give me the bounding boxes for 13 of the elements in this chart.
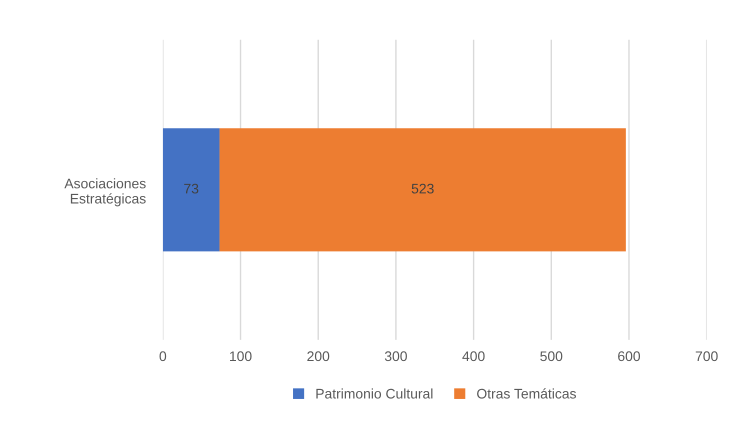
- x-tick-label: 100: [230, 351, 252, 362]
- data-label: 73: [184, 184, 198, 194]
- legend-label: Otras Temáticas: [477, 388, 576, 399]
- x-tick-label: 600: [618, 351, 640, 362]
- x-tick-label: 500: [540, 351, 562, 362]
- x-tick-label: 200: [307, 351, 330, 362]
- x-tick-label: 300: [384, 351, 407, 362]
- legend-label: Patrimonio Cultural: [316, 388, 432, 399]
- data-label: 523: [412, 184, 434, 194]
- x-tick-label: 700: [696, 351, 718, 362]
- x-tick-label: 0: [160, 351, 166, 362]
- x-tick-label: 400: [462, 351, 485, 362]
- y-tick-label: Asociaciones Estratégicas: [64, 178, 146, 206]
